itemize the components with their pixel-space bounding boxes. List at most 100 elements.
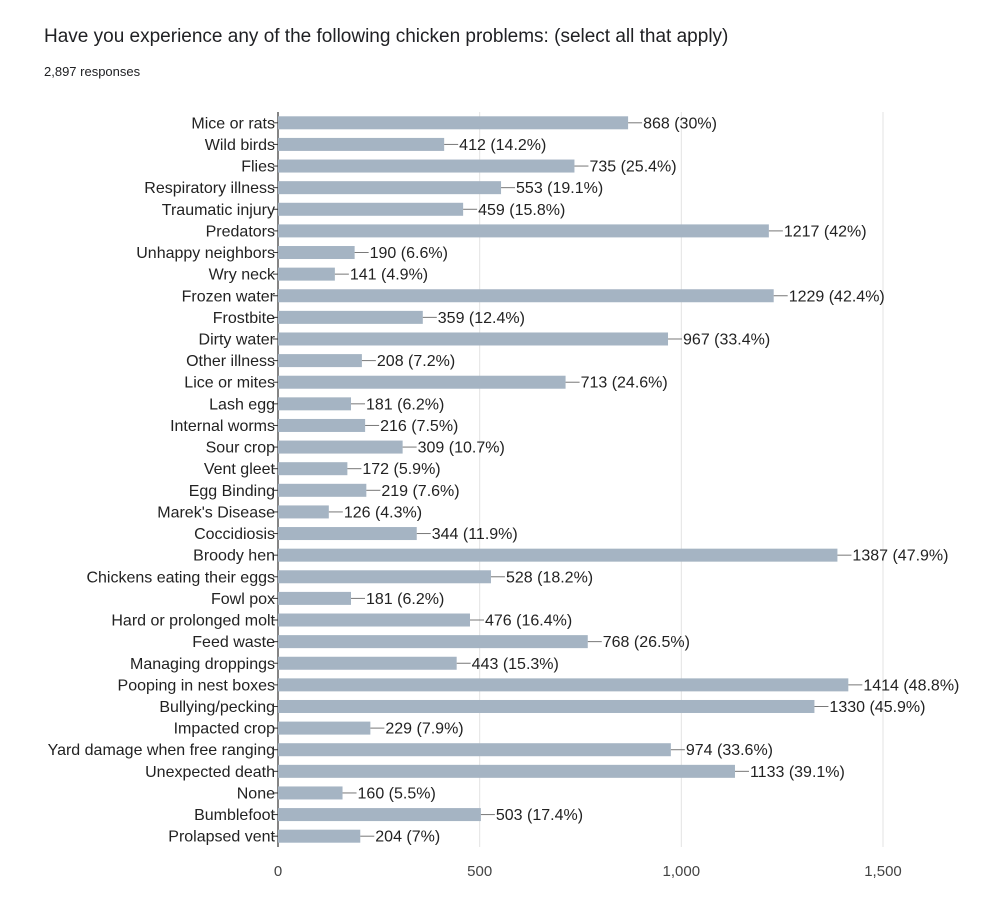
bar [278, 613, 470, 627]
chart-title: Have you experience any of the following… [44, 26, 729, 47]
data-label: 172 (5.9%) [362, 461, 440, 478]
data-label: 768 (26.5%) [603, 634, 690, 651]
category-label: Traumatic injury [162, 202, 275, 219]
bar [278, 354, 362, 368]
bar [278, 462, 348, 476]
category-label: Respiratory illness [144, 180, 275, 197]
bar [278, 332, 669, 346]
data-label: 1387 (47.9%) [852, 548, 948, 565]
bar [278, 202, 464, 216]
bar [278, 635, 588, 649]
bar [278, 116, 629, 130]
category-label: Fowl pox [211, 591, 275, 608]
category-label: Bullying/pecking [159, 699, 275, 716]
category-label: Feed waste [192, 634, 275, 651]
bar [278, 418, 366, 432]
data-label: 344 (11.9%) [432, 526, 518, 543]
x-tick-label: 0 [274, 863, 282, 880]
category-label: Unexpected death [145, 764, 275, 781]
category-label: Frostbite [213, 310, 275, 327]
category-label: Prolapsed vent [168, 829, 275, 846]
bar [278, 743, 671, 757]
data-label: 443 (15.3%) [472, 656, 559, 673]
data-label: 181 (6.2%) [366, 396, 444, 413]
data-label: 229 (7.9%) [385, 721, 463, 738]
bar [278, 267, 335, 281]
data-label: 1414 (48.8%) [863, 677, 959, 694]
category-label: Egg Binding [189, 483, 275, 500]
data-label: 160 (5.5%) [358, 785, 436, 802]
category-label: Other illness [186, 353, 275, 370]
data-label: 1229 (42.4%) [789, 288, 885, 305]
data-label: 974 (33.6%) [686, 742, 773, 759]
response-count: 2,897 responses [44, 64, 141, 79]
bar [278, 527, 417, 541]
category-label: Coccidiosis [194, 526, 275, 543]
data-label: 309 (10.7%) [418, 440, 505, 457]
data-label: 528 (18.2%) [506, 569, 593, 586]
data-label: 219 (7.6%) [381, 483, 459, 500]
x-tick-label: 500 [467, 863, 492, 880]
data-label: 141 (4.9%) [350, 267, 428, 284]
category-label: None [237, 785, 275, 802]
category-label: Broody hen [193, 548, 275, 565]
category-label: Lice or mites [184, 375, 275, 392]
bar [278, 246, 355, 260]
bar [278, 591, 352, 605]
data-label: 412 (14.2%) [459, 137, 546, 154]
category-label: Marek's Disease [157, 504, 275, 521]
category-label: Sour crop [206, 440, 275, 457]
data-label: 553 (19.1%) [516, 180, 603, 197]
bar [278, 181, 502, 195]
category-label: Unhappy neighbors [136, 245, 275, 262]
data-label: 967 (33.4%) [683, 331, 770, 348]
category-label: Vent gleet [204, 461, 276, 478]
bar [278, 829, 361, 843]
bar [278, 678, 849, 692]
data-label: 190 (6.6%) [370, 245, 448, 262]
category-label: Wry neck [209, 267, 276, 284]
bar [278, 505, 329, 519]
category-label: Yard damage when free ranging [48, 742, 275, 759]
bar [278, 699, 815, 713]
category-label: Dirty water [199, 331, 276, 348]
bar [278, 289, 774, 303]
data-label: 216 (7.5%) [380, 418, 458, 435]
data-label: 868 (30%) [643, 115, 717, 132]
bar [278, 224, 769, 238]
data-label: 204 (7%) [375, 829, 440, 846]
category-label: Managing droppings [130, 656, 275, 673]
bar [278, 786, 343, 800]
bar [278, 764, 735, 778]
category-label: Frozen water [182, 288, 276, 305]
category-label: Flies [241, 159, 275, 176]
x-tick-label: 1,500 [864, 863, 902, 880]
data-label: 476 (16.4%) [485, 613, 572, 630]
bar [278, 137, 445, 151]
data-label: 1133 (39.1%) [750, 764, 845, 781]
bar [278, 310, 423, 324]
data-label: 126 (4.3%) [344, 504, 422, 521]
bar [278, 397, 352, 411]
data-label: 1217 (42%) [784, 223, 867, 240]
data-label: 181 (6.2%) [366, 591, 444, 608]
category-label: Bumblefoot [194, 807, 275, 824]
data-label: 713 (24.6%) [581, 375, 668, 392]
bar [278, 375, 566, 389]
category-label: Chickens eating their eggs [86, 569, 275, 586]
bar [278, 440, 403, 454]
bar [278, 656, 457, 670]
bar [278, 159, 575, 173]
data-label: 503 (17.4%) [496, 807, 583, 824]
category-label: Hard or prolonged molt [111, 613, 275, 630]
category-label: Pooping in nest boxes [118, 677, 275, 694]
x-tick-label: 1,000 [663, 863, 701, 880]
bar [278, 721, 371, 735]
category-label: Impacted crop [174, 721, 275, 738]
category-label: Wild birds [205, 137, 275, 154]
category-label: Internal worms [170, 418, 275, 435]
data-label: 735 (25.4%) [589, 159, 676, 176]
data-label: 208 (7.2%) [377, 353, 455, 370]
bar [278, 808, 481, 822]
data-label: 459 (15.8%) [478, 202, 565, 219]
